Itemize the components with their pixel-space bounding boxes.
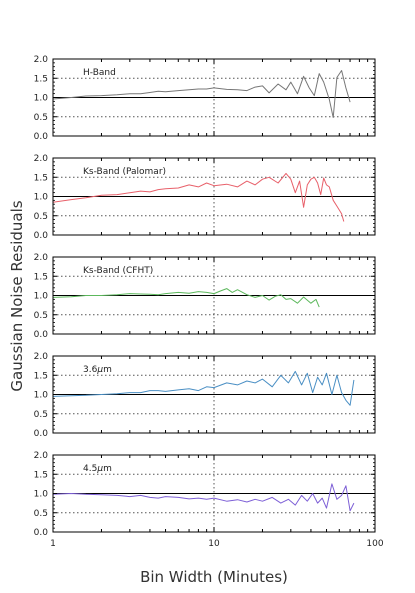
panel-label-part: μ [96,365,103,375]
y-tick-label: 1.5 [34,371,48,381]
y-tick-label: 2.0 [34,352,49,362]
y-tick-label: 1.0 [34,94,49,104]
y-tick-label: 1.5 [34,173,48,183]
series-line [52,288,320,308]
y-tick-label: 1.0 [34,193,49,203]
y-tick-label: 0.0 [34,528,49,538]
x-tick-label: 10 [208,539,220,549]
panel-label-part: Ks-Band (CFHT) [83,266,153,276]
panels-group: 0.0 0.5 1.0 1.5 2.0 H-Band 0.0 0.5 1.0 1.5 2.0 Ks-B… [34,55,384,549]
panel-label: H-Band [83,68,116,78]
y-tick-label: 0.5 [34,311,48,321]
y-tick-label: 2.0 [34,253,49,263]
panel-label-part: 4.5 [83,464,97,474]
x-tick-label: 1 [50,539,56,549]
panel-label: 4.5μm [83,464,112,474]
panel-label: Ks-Band (CFHT) [83,266,153,276]
series-line [52,70,351,118]
y-tick-label: 0.5 [34,509,48,519]
panel-label: Ks-Band (Palomar) [83,167,166,177]
panel-label-part: Ks-Band (Palomar) [83,167,166,177]
series-line [52,172,345,222]
panel-label-part: m [103,464,112,474]
panel-label-part: 3.6 [83,365,98,375]
y-tick-label: 0.5 [34,113,48,123]
series-line [52,483,355,512]
y-tick-label: 1.5 [34,272,48,282]
y-tick-label: 2.0 [34,451,49,461]
y-tick-label: 0.5 [34,410,48,420]
panel-label: 3.6μm [83,365,112,375]
y-axis-title: Gaussian Noise Residuals [8,200,26,391]
y-tick-label: 0.0 [34,330,49,340]
panel-label-part: m [103,365,112,375]
panel-5: 0.0 0.5 1.0 1.5 2.0 4.5μm 1 10 100 [34,451,384,549]
y-tick-label: 0.0 [34,132,49,142]
y-tick-label: 0.5 [34,212,48,222]
panel-4: 0.0 0.5 1.0 1.5 2.0 3.6μm [34,352,376,439]
panel-3: 0.0 0.5 1.0 1.5 2.0 Ks-Band (CFHT) [34,253,376,340]
series-line [52,370,355,406]
x-tick-label: 100 [366,539,383,549]
y-tick-label: 0.0 [34,231,49,241]
y-tick-label: 1.5 [34,470,48,480]
y-tick-label: 2.0 [34,55,49,65]
y-tick-label: 1.0 [34,391,49,401]
panel-label-part: μ [96,464,103,474]
y-tick-label: 1.0 [34,292,49,302]
y-tick-label: 2.0 [34,154,49,164]
panel-1: 0.0 0.5 1.0 1.5 2.0 H-Band [34,55,376,142]
y-tick-label: 1.0 [34,490,49,500]
y-tick-label: 1.5 [34,74,48,84]
y-tick-label: 0.0 [34,429,49,439]
panel-label-part: H-Band [83,68,116,78]
panel-2: 0.0 0.5 1.0 1.5 2.0 Ks-Band (Palomar) [34,154,376,241]
x-axis-title: Bin Width (Minutes) [140,568,288,586]
